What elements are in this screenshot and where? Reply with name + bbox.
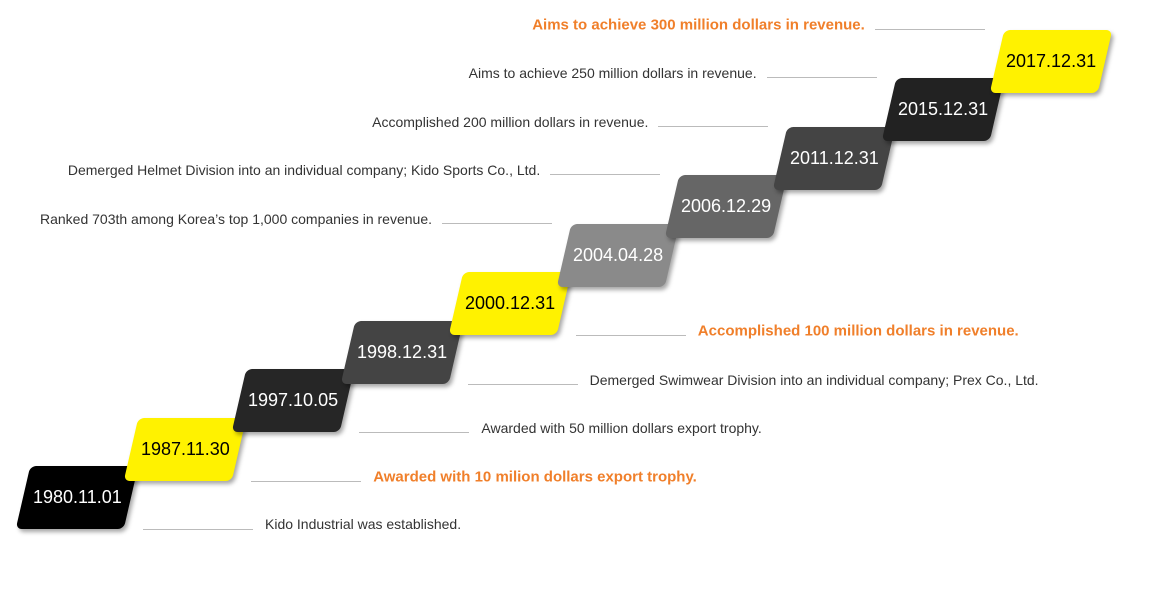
- date-box: 2011.12.31: [773, 126, 896, 190]
- connector-line: [550, 174, 661, 175]
- description: Kido Industrial was established.: [265, 516, 462, 532]
- date: 1980.11.01: [32, 487, 122, 507]
- date: 1998.12.31: [356, 341, 447, 362]
- description: Demerged Helmet Division into an individ…: [67, 162, 541, 178]
- date-box: 2017.12.31: [989, 29, 1113, 93]
- date: 2000.12.31: [464, 293, 555, 313]
- description: Ranked 703th among Korea’s top 1,000 com…: [39, 210, 432, 227]
- description: Aims to achieve 300 million dollars in r…: [532, 16, 865, 33]
- connector-line: [442, 222, 552, 224]
- date-box: 1987.11.30: [123, 417, 247, 481]
- date-box: 2004.04.28: [556, 223, 680, 287]
- date-box: 1998.12.31: [340, 320, 463, 384]
- date-box: 1980.11.01: [15, 466, 139, 529]
- connector-line: [575, 335, 686, 336]
- date: 1987.11.30: [140, 438, 230, 459]
- connector-line: [251, 480, 362, 482]
- connector-line: [766, 77, 877, 78]
- description: Accomplished 100 million dollars in reve…: [697, 322, 1019, 340]
- connector-line: [467, 383, 578, 385]
- date: 2011.12.31: [790, 147, 879, 168]
- date: 1997.10.05: [248, 390, 339, 410]
- connector-line: [143, 529, 253, 530]
- date: 2004.04.28: [572, 244, 664, 265]
- date-box: 2015.12.31: [881, 78, 1004, 141]
- description: Demerged Swimwear Division into an indiv…: [589, 371, 1039, 388]
- date-box: 2006.12.29: [664, 175, 788, 238]
- description: Awarded with 50 million dollars export t…: [481, 420, 762, 436]
- date-box: 2000.12.31: [448, 272, 572, 335]
- description: Awarded with 10 milion dollars export tr…: [373, 468, 697, 485]
- connector-line: [874, 28, 985, 30]
- description: Aims to achieve 250 million dollars in r…: [468, 65, 757, 81]
- date: 2006.12.29: [681, 196, 772, 216]
- connector-line: [359, 432, 470, 433]
- date-box: 1997.10.05: [232, 369, 355, 432]
- date: 2017.12.31: [1005, 50, 1096, 71]
- description: Accomplished 200 million dollars in reve…: [372, 113, 649, 130]
- date: 2015.12.31: [897, 99, 988, 119]
- connector-line: [658, 125, 769, 127]
